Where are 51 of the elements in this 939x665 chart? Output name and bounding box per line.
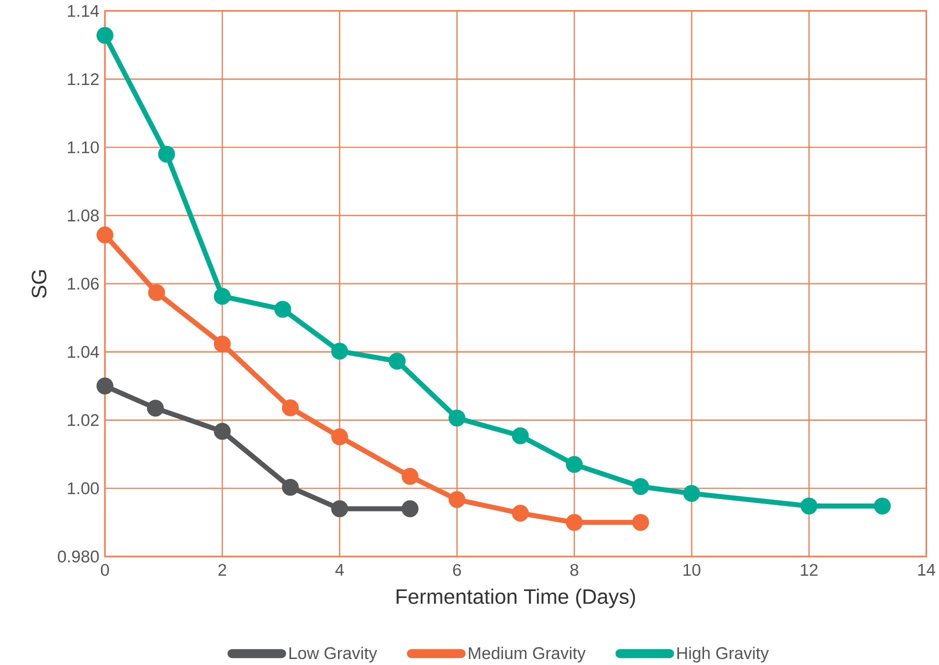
point [146,400,164,417]
point [448,491,466,508]
point [683,484,700,502]
point [566,456,583,473]
x-tick-label: 8 [570,564,578,576]
point [214,422,231,440]
point [331,428,348,446]
point [800,497,818,514]
x-tick-label: 6 [453,564,461,576]
x-axis-title: Fermentation Time (Days) [396,588,635,608]
point [632,514,650,531]
point [402,468,418,485]
x-tick-label: 10 [684,564,700,576]
x-tick-label: 4 [335,564,344,576]
x-tick-label: 2 [218,564,226,576]
y-tick-label: 1.10 [68,141,99,154]
point [448,410,466,426]
legend-label: Medium Gravity [468,646,586,662]
point [282,478,299,496]
x-tick-label: 0 [100,564,109,576]
point [512,427,529,444]
legend-label: Low Gravity [289,646,378,662]
point [331,500,348,518]
point [96,377,114,394]
y-tick-label: 1.02 [68,414,99,426]
y-tick-label: 1.06 [68,278,99,290]
y-tick-label: 1.12 [68,73,99,85]
y-tick-label: 1.14 [68,5,99,17]
point [331,342,348,360]
y-tick-label: 0.980 [58,550,99,562]
point [96,226,114,244]
legend-label: High Gravity [677,646,769,662]
point [566,514,583,531]
y-tick-label: 1.00 [68,482,99,494]
point [214,336,231,352]
point [388,352,406,370]
point [632,478,650,495]
point [274,300,292,318]
point [214,288,231,305]
y-axis-title: SG [32,270,46,298]
x-tick-label: 14 [918,564,936,576]
point [282,399,299,416]
point [96,26,114,44]
point [402,500,418,518]
y-tick-label: 1.04 [68,346,99,358]
point [148,284,166,301]
point [874,497,891,514]
point [512,504,529,522]
point [158,146,175,162]
y-tick-label: 1.08 [68,209,99,222]
x-tick-label: 12 [800,564,818,576]
